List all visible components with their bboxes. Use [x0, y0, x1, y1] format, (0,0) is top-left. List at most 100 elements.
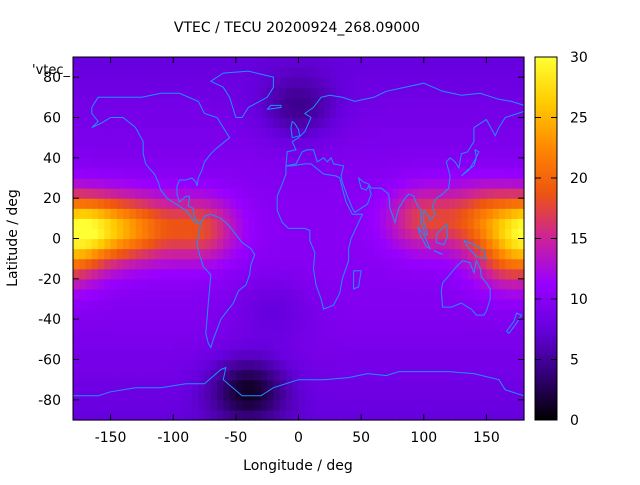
heatmap-cell: [123, 57, 130, 68]
heatmap-cell: [116, 137, 124, 149]
heatmap-cell: [260, 228, 268, 240]
heatmap-cell: [279, 147, 287, 159]
heatmap-cell: [404, 77, 412, 88]
heatmap-cell: [517, 77, 525, 88]
heatmap-cell: [304, 127, 312, 139]
heatmap-cell: [348, 309, 356, 320]
heatmap-cell: [160, 67, 168, 78]
heatmap-cell: [217, 309, 224, 320]
heatmap-cell: [304, 178, 312, 189]
heatmap-cell: [123, 67, 130, 78]
heatmap-cell: [342, 67, 350, 78]
heatmap-cell: [411, 147, 419, 159]
heatmap-cell: [267, 147, 275, 159]
heatmap-cell: [392, 77, 400, 88]
heatmap-cell: [329, 67, 337, 78]
heatmap-cell: [79, 349, 87, 361]
heatmap-cell: [79, 117, 87, 129]
heatmap-cell: [467, 77, 475, 88]
heatmap-cell: [436, 77, 444, 88]
heatmap-cell: [392, 117, 400, 129]
heatmap-cell: [267, 238, 275, 250]
heatmap-cell: [292, 188, 300, 199]
heatmap-cell: [323, 278, 331, 290]
heatmap-cell: [160, 107, 168, 119]
heatmap-cell: [329, 268, 337, 280]
heatmap-cell: [91, 258, 99, 270]
heatmap-cell: [210, 67, 218, 78]
heatmap-cell: [292, 198, 300, 209]
heatmap-cell: [204, 288, 212, 300]
heatmap-cell: [354, 389, 362, 401]
heatmap-cell: [361, 178, 368, 189]
heatmap-cell: [116, 268, 124, 280]
heatmap-cell: [423, 167, 431, 179]
y-tick-label: -20: [38, 272, 61, 288]
heatmap-cell: [379, 208, 387, 219]
heatmap-cell: [223, 339, 231, 351]
coastline: [506, 312, 523, 335]
heatmap-cell: [135, 329, 143, 340]
heatmap-cell: [404, 147, 412, 159]
heatmap-cell: [123, 77, 130, 88]
heatmap-cell: [260, 178, 268, 189]
heatmap-cell: [292, 228, 300, 240]
heatmap-cell: [461, 359, 469, 371]
heatmap-cell: [267, 268, 275, 280]
heatmap-cell: [367, 228, 375, 240]
heatmap-cell: [166, 167, 174, 179]
heatmap-cell: [110, 97, 118, 109]
heatmap-cell: [91, 57, 99, 68]
heatmap-cell: [104, 218, 112, 230]
heatmap-cell: [461, 57, 469, 68]
heatmap-cell: [317, 319, 325, 330]
heatmap-cell: [248, 288, 256, 300]
heatmap-cell: [166, 258, 174, 270]
heatmap-cell: [298, 339, 306, 351]
heatmap-cell: [279, 178, 287, 189]
heatmap-cell: [254, 127, 262, 139]
heatmap-cell: [91, 127, 99, 139]
heatmap-cell: [430, 248, 437, 260]
heatmap-cell: [217, 319, 224, 330]
heatmap-cell: [367, 319, 375, 330]
heatmap-cell: [179, 228, 187, 240]
heatmap-cell: [98, 87, 105, 98]
heatmap-cell: [85, 228, 93, 240]
heatmap-cell: [204, 127, 212, 139]
heatmap-cell: [505, 167, 513, 179]
heatmap-cell: [461, 97, 469, 109]
heatmap-cell: [317, 87, 325, 98]
heatmap-cell: [260, 157, 268, 169]
heatmap-cell: [179, 87, 187, 98]
heatmap-cell: [361, 167, 368, 179]
heatmap-cell: [386, 167, 394, 179]
heatmap-cell: [179, 369, 187, 381]
heatmap-cell: [79, 147, 87, 159]
heatmap-cell: [392, 178, 400, 189]
heatmap-cell: [398, 369, 406, 381]
heatmap-cell: [505, 77, 513, 88]
heatmap-cell: [423, 409, 431, 421]
heatmap-cell: [185, 309, 193, 320]
heatmap-cell: [229, 409, 237, 421]
heatmap-cell: [317, 299, 325, 310]
heatmap-cell: [298, 208, 306, 219]
heatmap-cell: [505, 339, 513, 351]
heatmap-cell: [348, 389, 356, 401]
heatmap-cell: [260, 359, 268, 371]
heatmap-cell: [85, 268, 93, 280]
heatmap-cell: [417, 409, 425, 421]
heatmap-cell: [311, 198, 318, 209]
heatmap-cell: [185, 107, 193, 119]
heatmap-cell: [292, 117, 300, 129]
heatmap-cell: [348, 57, 356, 68]
heatmap-cell: [461, 309, 469, 320]
heatmap-cell: [455, 379, 462, 391]
heatmap-cell: [123, 127, 130, 139]
heatmap-cell: [304, 288, 312, 300]
heatmap-cell: [430, 228, 437, 240]
heatmap-cell: [448, 137, 456, 149]
heatmap-cell: [354, 399, 362, 411]
heatmap-cell: [279, 339, 287, 351]
